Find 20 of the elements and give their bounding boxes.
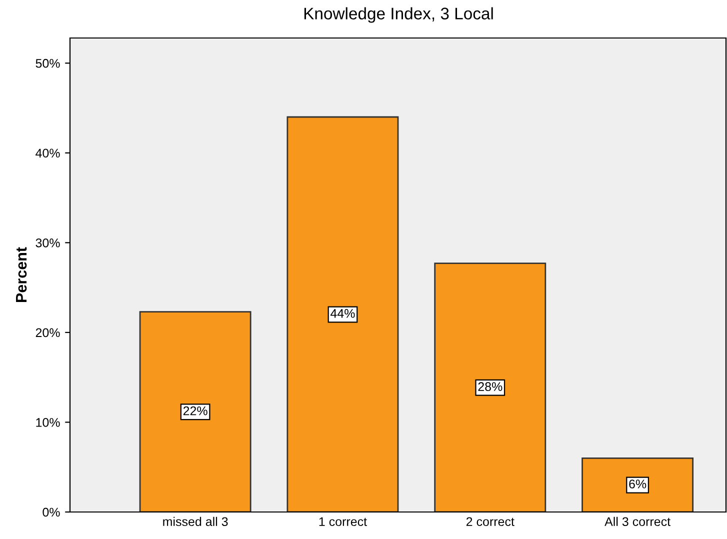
bar — [286, 116, 399, 512]
bar — [582, 457, 694, 512]
chart-title: Knowledge Index, 3 Local — [304, 7, 493, 23]
data-label: 6% — [629, 480, 646, 488]
y-tick-label: 50% — [36, 58, 60, 68]
bar — [434, 262, 546, 512]
x-tick-label: missed all 3 — [163, 516, 228, 526]
x-tick-label: 2 correct — [466, 517, 514, 526]
y-tick-label: 30% — [36, 238, 60, 248]
y-tick-label: 0% — [42, 508, 60, 517]
bar — [139, 311, 252, 512]
data-label: 44% — [330, 309, 355, 318]
y-axis-title: Percent — [16, 247, 27, 302]
y-tick-label: 20% — [36, 328, 60, 338]
data-label: 22% — [183, 406, 208, 416]
data-label: 28% — [478, 382, 502, 392]
x-tick-label: 1 correct — [319, 517, 367, 526]
y-tick-label: 10% — [36, 418, 60, 427]
y-tick-label: 40% — [36, 148, 60, 158]
x-tick-label: All 3 correct — [604, 516, 670, 526]
